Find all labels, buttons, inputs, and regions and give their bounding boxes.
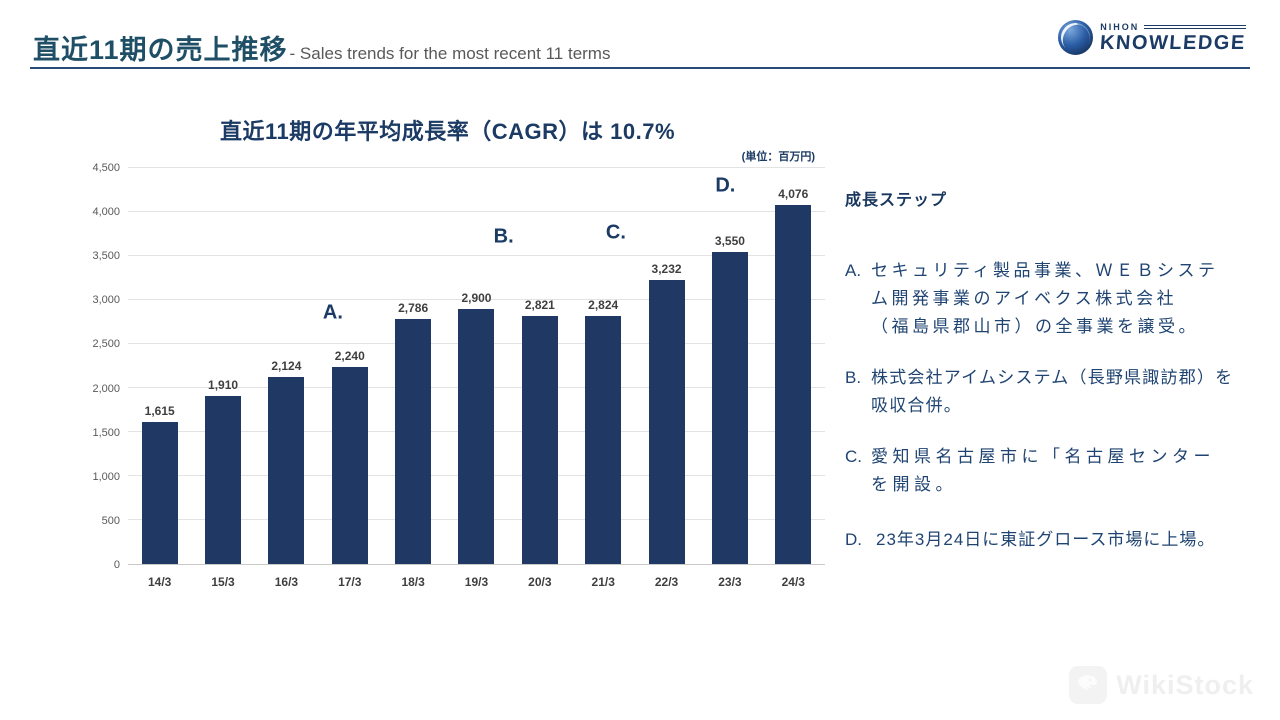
x-tick-label: 23/3	[718, 575, 742, 589]
unit-label: (単位：百万円)	[741, 151, 815, 163]
bar-value-label: 2,124	[271, 359, 302, 374]
growth-step-label: D.	[845, 530, 862, 549]
x-tick-label: 17/3	[338, 575, 362, 589]
bar-slot: 4,076	[762, 168, 825, 564]
growth-steps-heading: 成長ステップ	[845, 192, 948, 209]
bar-value-label: 2,786	[398, 300, 429, 315]
bar-value-label: 2,824	[588, 297, 619, 312]
eagle-icon	[1069, 666, 1108, 704]
growth-step-label: A.	[845, 261, 862, 280]
y-tick-label: 2,000	[92, 382, 120, 395]
gridline	[128, 167, 825, 168]
bar-slot: 2,824	[572, 168, 635, 564]
globe-icon	[1058, 20, 1094, 55]
bar-14/3	[141, 421, 178, 564]
page-title: 直近11期の売上推移 - Sales trends for the most re…	[33, 28, 610, 67]
page-title-english: - Sales trends for the most recent 11 te…	[289, 44, 611, 63]
bar-value-label: 4,076	[778, 187, 809, 202]
y-tick-label: 4,000	[92, 206, 120, 219]
annotation-C: C.	[605, 221, 626, 244]
bar-24/3	[775, 205, 812, 564]
growth-step-item: C. 愛知県名古屋市に「名古屋センター を開設。	[845, 443, 1247, 499]
growth-step-text: 株式会社アイムシステム（長野県諏訪郡）を 吸収合併。	[871, 368, 1234, 415]
annotation-D: D.	[715, 174, 736, 197]
logo-bottom-text: KNOWLEDGE	[1099, 32, 1247, 54]
y-tick-label: 0	[113, 559, 120, 571]
growth-steps-panel: 成長ステップ A. セキュリティ製品事業、ＷＥＢシステ ム開発事業のアイベクス株式…	[845, 186, 1247, 577]
x-tick-label: 21/3	[591, 575, 615, 589]
bar-slot: 1,615	[128, 168, 191, 564]
gridline	[128, 255, 825, 256]
bar-value-label: 2,821	[524, 297, 555, 312]
bar-value-label: 1,910	[208, 377, 239, 392]
growth-step-text: 23年3月24日に東証グロース市場に上場。	[876, 530, 1216, 549]
bar-value-label: 2,900	[461, 290, 492, 305]
y-tick-label: 1,000	[92, 470, 120, 483]
page-title-japanese: 直近11期の売上推移	[33, 35, 288, 65]
growth-step-label: B.	[845, 368, 862, 387]
logo-lines	[1144, 25, 1246, 29]
bar-18/3	[395, 318, 432, 564]
bar-value-label: 2,240	[334, 348, 365, 363]
bar-value-label: 1,615	[144, 403, 175, 418]
bar-17/3	[331, 366, 368, 564]
bar-20/3	[521, 315, 558, 564]
bar-16/3	[268, 377, 305, 564]
y-axis: 0 500 1,000 1,500 2,000 2,500 3,000 3,500 4,000 4…	[55, 162, 120, 571]
gridline	[128, 299, 825, 301]
y-tick-label: 2,500	[92, 338, 120, 351]
bar-slot: 2,124	[255, 168, 318, 564]
bar-slot: 3,232	[635, 168, 698, 564]
y-tick-label: 3,500	[92, 250, 120, 263]
growth-step-item: D. 23年3月24日に東証グロース市場に上場。	[845, 526, 1247, 554]
bar-value-label: 3,232	[651, 261, 682, 276]
growth-step-text: 愛知県名古屋市に「名古屋センター を開設。	[871, 447, 1215, 494]
growth-steps-list: A. セキュリティ製品事業、ＷＥＢシステ ム開発事業のアイベクス株式会社 （福島県…	[845, 257, 1247, 554]
logo-top-text: NIHON	[1100, 22, 1140, 32]
logo-text: NIHON KNOWLEDGE	[1099, 22, 1247, 54]
bar-slot: 3,550	[698, 168, 761, 564]
y-tick-label: 3,000	[92, 294, 120, 307]
x-tick-label: 24/3	[781, 575, 805, 589]
growth-step-item: B. 株式会社アイムシステム（長野県諏訪郡）を 吸収合併。	[845, 364, 1247, 420]
bar-slot: 2,240	[318, 168, 381, 564]
watermark-text: WikiStock	[1116, 669, 1254, 700]
watermark: WikiStock	[1069, 666, 1254, 704]
x-tick-label: 14/3	[148, 575, 172, 589]
bar-slot: 2,821	[508, 168, 571, 564]
annotation-A: A.	[322, 301, 343, 324]
annotation-B: B.	[493, 225, 514, 248]
bar-15/3	[205, 395, 242, 564]
bars-row: 1,615 1,910 2,124 2,240 2,786 2,900 2,821 2,824…	[128, 168, 825, 564]
growth-step-item: A. セキュリティ製品事業、ＷＥＢシステ ム開発事業のアイベクス株式会社 （福島県…	[845, 257, 1247, 341]
bar-19/3	[458, 308, 495, 564]
gridline	[128, 211, 825, 212]
y-tick-label: 1,500	[92, 426, 120, 439]
y-tick-label: 500	[101, 514, 120, 527]
company-logo: NIHON KNOWLEDGE	[1058, 20, 1247, 55]
bar-23/3	[711, 251, 748, 564]
x-axis: 14/3 15/3 16/3 17/3 18/3 19/3 20/3 21/3 22/3 23/3…	[128, 566, 825, 589]
growth-step-text: セキュリティ製品事業、ＷＥＢシステ ム開発事業のアイベクス株式会社 （福島県郡山…	[871, 261, 1219, 336]
x-tick-label: 22/3	[654, 575, 679, 589]
bar-22/3	[648, 279, 685, 564]
x-tick-label: 16/3	[274, 575, 299, 589]
x-tick-label: 19/3	[464, 575, 489, 589]
chart-title: 直近11期の年平均成長率（CAGR）は 10.7%	[219, 119, 676, 144]
bar-21/3	[585, 315, 622, 564]
bar-slot: 2,786	[381, 168, 444, 564]
bar-slot: 1,910	[191, 168, 254, 564]
x-tick-label: 18/3	[401, 575, 425, 589]
y-tick-label: 4,500	[92, 162, 120, 174]
plot-area: 1,615 1,910 2,124 2,240 2,786 2,900 2,821 2,824…	[128, 167, 825, 565]
bar-slot: 2,900	[445, 168, 508, 564]
x-tick-label: 20/3	[528, 575, 552, 589]
header-divider	[30, 67, 1250, 69]
bar-value-label: 3,550	[714, 233, 745, 248]
x-tick-label: 15/3	[211, 575, 235, 589]
growth-step-label: C.	[845, 447, 862, 466]
